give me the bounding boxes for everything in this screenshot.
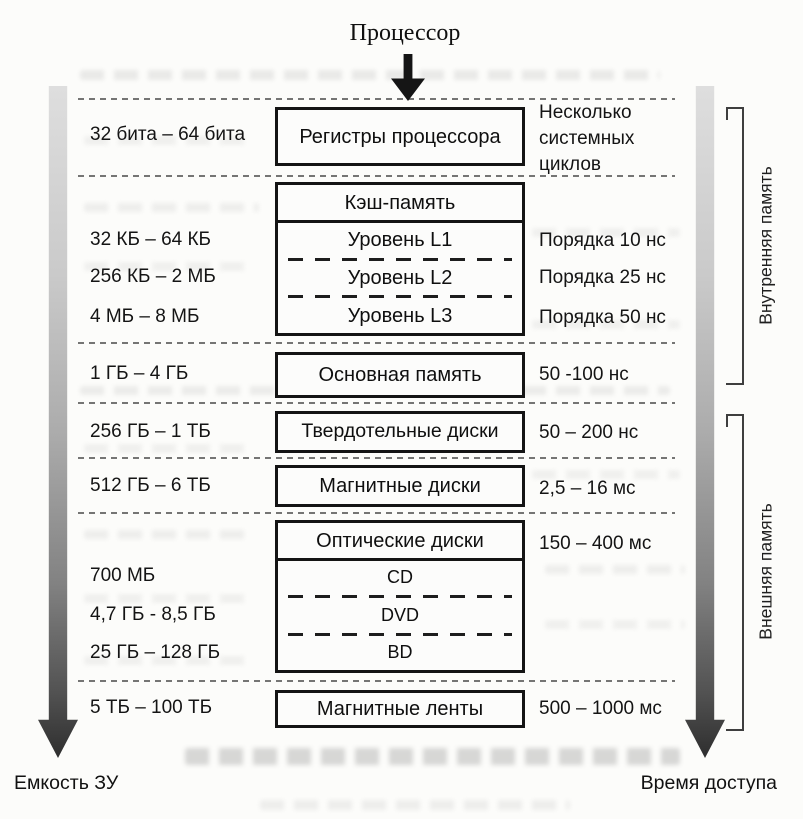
memory-box-registers: Регистры процессора [275,107,525,166]
memory-box-label: Магнитные диски [319,475,481,497]
processor-label: Процессор [349,20,461,46]
bleed-noise [532,470,680,479]
access-time-label: Порядка 25 нс [539,267,666,288]
bleed-noise [84,136,254,145]
external-memory-bracket [726,414,728,427]
memory-box-magnetic-disks: Магнитные диски [275,465,525,507]
bleed-noise [84,444,254,453]
bleed-noise [545,620,685,629]
access-time-label: Порядка 50 нс [539,307,666,328]
bleed-noise [80,70,660,80]
cache-divider [288,295,512,299]
optical-divider [288,595,512,599]
cache-level-l1: Уровень L1 [347,229,453,252]
cache-level-l3: Уровень L3 [347,304,453,327]
capacity-label: 1 ГБ – 4 ГБ [90,363,189,384]
cache-header: Кэш-память [278,185,522,223]
external-memory-bracket [726,414,744,731]
bleed-noise [532,320,680,329]
capacity-down-arrow-icon [38,86,78,758]
external-memory-label: Внешняя память [755,503,776,640]
row-separator [78,680,675,682]
access-time-label: 50 – 200 нс [539,422,639,443]
bleed-noise [84,656,254,665]
access-time-label: Несколько системных циклов [539,102,635,175]
memory-box-label: Магнитные ленты [316,698,484,720]
capacity-label: 25 ГБ – 128 ГБ [90,642,221,663]
bleed-noise [532,228,680,237]
cache-level-l2: Уровень L2 [347,267,453,289]
internal-memory-bracket [726,107,744,385]
row-separator [78,512,675,514]
capacity-label: 700 МБ [90,565,156,586]
access-time-label: 2,5 – 16 мс [539,478,636,499]
memory-box-optical-disks: Оптические диски CD DVD BD [275,520,525,673]
bleed-noise [84,262,254,271]
bleed-noise-mirrored-text [185,748,680,765]
bleed-noise [260,800,570,810]
cache-divider [288,257,512,261]
capacity-label: 5 ТБ – 100 ТБ [90,697,213,718]
memory-box-ssd: Твердотельные диски [275,411,525,453]
row-separator [78,175,675,177]
memory-box-cache: Кэш-память Уровень L1 Уровень L2 Уровень… [275,182,525,336]
bleed-noise [545,565,685,574]
capacity-label: 4 МБ – 8 МБ [90,306,200,327]
capacity-axis-caption: Емкость ЗУ [14,772,119,794]
capacity-label: 256 ГБ – 1 ТБ [90,421,211,442]
row-separator [78,342,675,344]
capacity-label: 32 КБ – 64 КБ [90,229,212,250]
access-time-label: 50 -100 нс [539,364,629,385]
access-time-label: 150 – 400 мс [539,533,652,554]
access-time-axis-caption: Время доступа [640,772,777,794]
optical-header: Оптические диски [278,523,522,561]
bleed-noise [84,530,254,539]
access-time-label: Порядка 10 нс [539,230,666,251]
optical-bd: BD [387,641,413,662]
memory-box-main-memory: Основная память [275,352,525,398]
row-separator [78,457,675,459]
internal-memory-label: Внутренняя память [755,166,776,325]
access-time-down-arrow-icon [685,86,725,758]
optical-dvd: DVD [380,604,419,625]
capacity-label: 32 бита – 64 бита [90,124,246,145]
memory-box-magnetic-tapes: Магнитные ленты [275,690,525,728]
optical-divider [288,632,512,636]
row-separator [78,402,675,404]
memory-box-label: Твердотельные диски [301,420,499,443]
optical-cd: CD [387,567,413,588]
row-separator [78,98,675,100]
internal-memory-bracket [726,107,728,120]
bleed-noise [84,594,254,603]
memory-box-label: Основная память [318,364,482,386]
access-time-label: 500 – 1000 мс [539,698,662,719]
capacity-label: 4,7 ГБ - 8,5 ГБ [90,604,216,625]
memory-box-label: Регистры процессора [299,125,501,148]
capacity-label: 256 КБ – 2 МБ [90,266,216,287]
bleed-noise [84,203,259,212]
capacity-label: 512 ГБ – 6 ТБ [90,475,211,496]
